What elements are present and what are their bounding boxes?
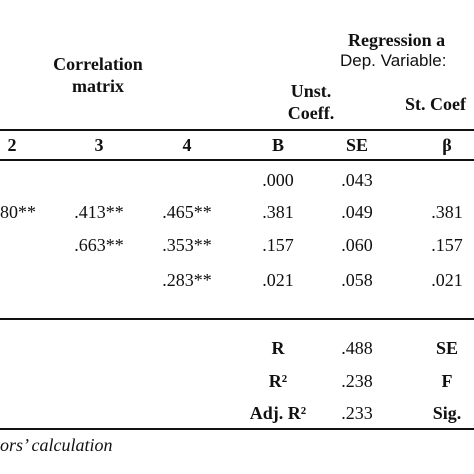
cell: .353** bbox=[162, 235, 212, 255]
header-text: Regression a bbox=[348, 30, 446, 50]
cell: .049 bbox=[341, 202, 373, 222]
cell: .283** bbox=[162, 270, 212, 290]
column-header: 3 bbox=[94, 135, 104, 155]
cell: .021 bbox=[431, 270, 463, 290]
cell: .413** bbox=[74, 202, 124, 222]
cell: .058 bbox=[341, 270, 373, 290]
summary-cell: R bbox=[271, 338, 285, 358]
cell: .381 bbox=[431, 202, 463, 222]
cell: .000 bbox=[262, 170, 294, 190]
column-header: 2 bbox=[7, 135, 17, 155]
rule bbox=[0, 428, 474, 430]
summary-cell: Adj. R² bbox=[249, 403, 307, 423]
header-text: Correlation bbox=[53, 54, 143, 74]
column-header: B bbox=[271, 135, 285, 155]
cell: .663** bbox=[74, 235, 124, 255]
footer: ors’ calculation bbox=[0, 435, 113, 455]
cell: .021 bbox=[262, 270, 294, 290]
cell: .381 bbox=[262, 202, 294, 222]
cell: .465** bbox=[162, 202, 212, 222]
header-text: matrix bbox=[72, 76, 124, 96]
column-header: β bbox=[442, 135, 452, 155]
header-text: St. Coef bbox=[405, 94, 466, 114]
summary-cell: .233 bbox=[341, 403, 373, 423]
header-text: Coeff. bbox=[287, 103, 335, 123]
rule bbox=[0, 159, 474, 161]
summary-cell: R² bbox=[268, 371, 288, 391]
cell: .157 bbox=[431, 235, 463, 255]
summary-cell: F bbox=[441, 371, 453, 391]
column-header: SE bbox=[345, 135, 369, 155]
summary-cell: SE bbox=[435, 338, 459, 358]
summary-cell: Sig. bbox=[432, 403, 462, 423]
summary-cell: .488 bbox=[341, 338, 373, 358]
summary-cell: .238 bbox=[341, 371, 373, 391]
cell: 80** bbox=[0, 202, 36, 222]
cell: .157 bbox=[262, 235, 294, 255]
rule bbox=[0, 129, 474, 131]
column-header: 4 bbox=[182, 135, 192, 155]
header-text: Dep. Variable: bbox=[340, 51, 447, 70]
cell: .060 bbox=[341, 235, 373, 255]
header-text: Unst. bbox=[290, 81, 332, 101]
rule bbox=[0, 318, 474, 320]
cell: .043 bbox=[341, 170, 373, 190]
